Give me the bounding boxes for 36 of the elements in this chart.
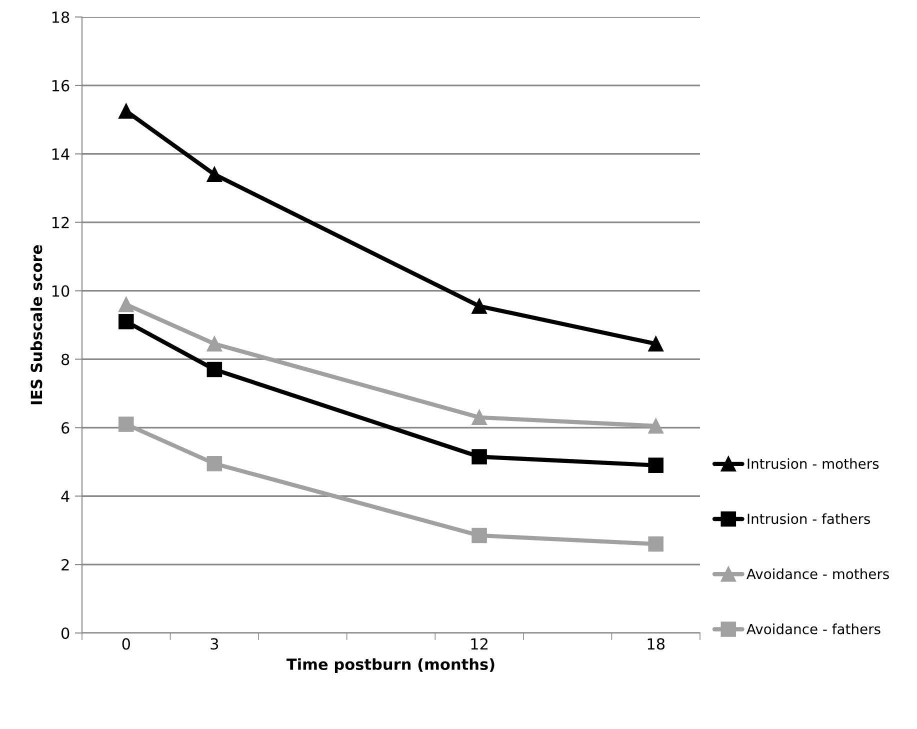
point (472, 410, 487, 426)
legend-label: Intrusion - fathers (748, 513, 870, 524)
point (648, 336, 664, 352)
point (648, 536, 664, 552)
point (118, 314, 134, 330)
y-tick-label: 14 (52, 148, 70, 160)
point (648, 458, 664, 473)
point (118, 416, 134, 432)
y-tick-label: 6 (62, 422, 70, 434)
y-tick-label: 10 (52, 285, 70, 297)
y-tick-label: 2 (62, 559, 69, 570)
point (206, 456, 222, 472)
x-tick-label: 12 (471, 638, 488, 650)
point (472, 528, 487, 544)
legend-label: Intrusion - mothers (748, 458, 879, 469)
y-tick-label: 16 (52, 80, 70, 92)
y-axis-title: IES Subscale score (30, 245, 42, 404)
x-tick-label: 3 (210, 638, 218, 650)
legend-label: Avoidance - fathers (746, 624, 880, 634)
legend-label: Avoidance - mothers (746, 568, 889, 580)
point (118, 103, 134, 119)
point (648, 418, 664, 434)
point (206, 166, 222, 182)
y-tick-label: 4 (61, 490, 70, 502)
y-tick-label: 12 (52, 216, 69, 228)
point (118, 296, 134, 312)
y-tick-label: 18 (52, 11, 70, 24)
point (472, 298, 487, 314)
x-tick-label: 18 (648, 638, 665, 650)
y-tick-label: 0 (61, 627, 70, 640)
point (206, 362, 222, 378)
point (206, 336, 222, 352)
y-tick-label: 8 (62, 354, 70, 366)
x-tick-label: 0 (122, 638, 130, 650)
point (472, 449, 487, 464)
x-axis-title: Time postburn (months) (286, 658, 494, 673)
